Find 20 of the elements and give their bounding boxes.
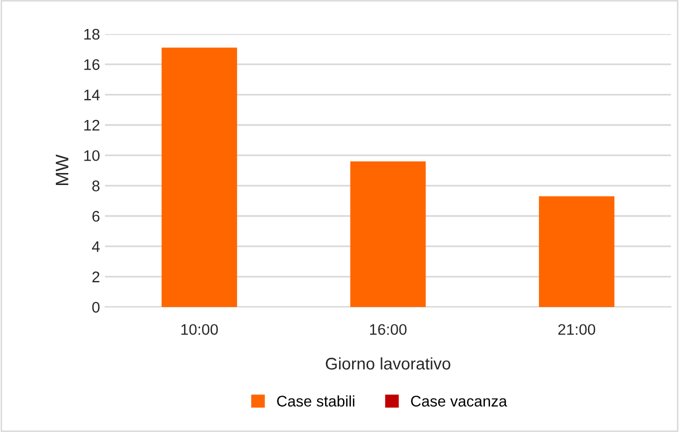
x-tick-label: 16:00 — [370, 324, 407, 335]
y-tick-label: 4 — [92, 241, 100, 252]
y-tick-label: 14 — [84, 90, 100, 100]
y-tick-label: 12 — [84, 120, 100, 131]
x-tick-label: 21:00 — [558, 324, 596, 335]
y-tick-label: 8 — [92, 180, 100, 192]
bar — [538, 196, 614, 307]
y-tick-label: 2 — [92, 272, 100, 282]
legend-label: Case stabili — [277, 395, 354, 407]
y-tick-label: 6 — [92, 210, 100, 222]
y-axis-title: MW — [56, 154, 68, 186]
bar — [350, 161, 426, 307]
x-axis-title: Giorno lavorativo — [326, 357, 450, 370]
y-tick-label: 18 — [84, 28, 100, 40]
x-tick-label: 10:00 — [181, 324, 218, 335]
y-tick-label: 0 — [92, 302, 100, 313]
y-tick-label: 16 — [84, 59, 100, 70]
bar — [162, 48, 238, 307]
legend-label: Case vacanza — [411, 396, 508, 407]
y-tick-label: 10 — [84, 150, 100, 162]
